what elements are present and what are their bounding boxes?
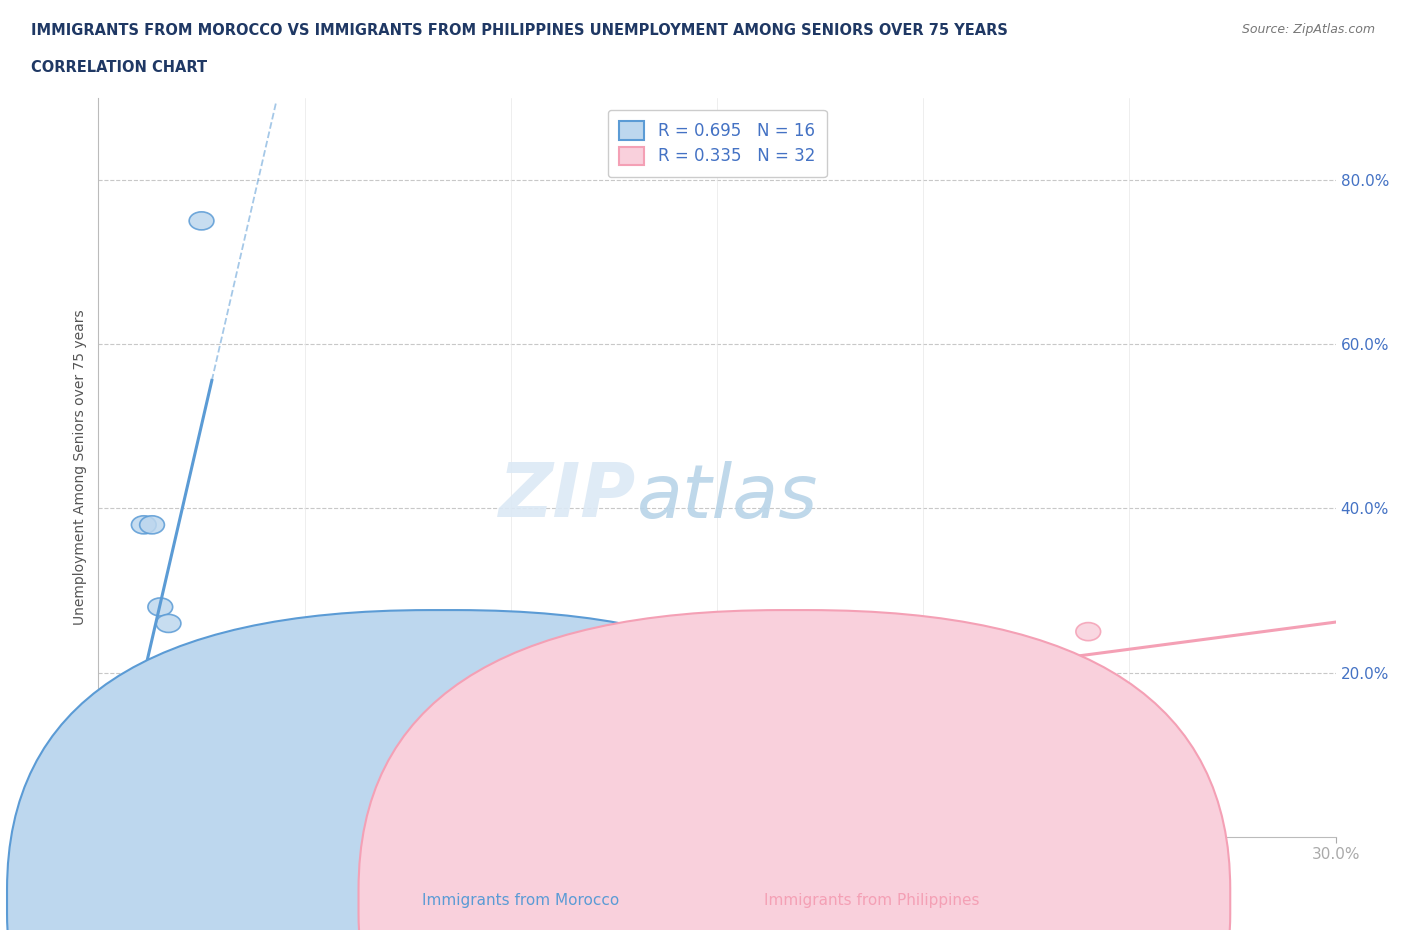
- Ellipse shape: [111, 787, 135, 805]
- Ellipse shape: [120, 795, 143, 813]
- Legend: R = 0.695   N = 16, R = 0.335   N = 32: R = 0.695 N = 16, R = 0.335 N = 32: [607, 110, 827, 177]
- Ellipse shape: [107, 778, 131, 797]
- FancyBboxPatch shape: [7, 610, 879, 930]
- Text: Source: ZipAtlas.com: Source: ZipAtlas.com: [1241, 23, 1375, 36]
- Ellipse shape: [128, 713, 152, 731]
- Ellipse shape: [131, 516, 156, 534]
- Ellipse shape: [139, 516, 165, 534]
- Ellipse shape: [747, 639, 770, 658]
- Ellipse shape: [333, 721, 359, 739]
- Ellipse shape: [169, 770, 193, 789]
- Ellipse shape: [128, 778, 152, 797]
- Ellipse shape: [437, 705, 461, 723]
- Ellipse shape: [90, 795, 115, 813]
- Ellipse shape: [209, 804, 235, 821]
- Ellipse shape: [103, 795, 128, 813]
- Ellipse shape: [231, 795, 254, 813]
- Ellipse shape: [152, 754, 177, 772]
- Ellipse shape: [540, 804, 564, 821]
- Ellipse shape: [623, 697, 647, 714]
- Ellipse shape: [457, 705, 482, 723]
- Ellipse shape: [148, 598, 173, 616]
- Ellipse shape: [107, 787, 131, 805]
- Ellipse shape: [190, 729, 214, 748]
- Ellipse shape: [190, 212, 214, 230]
- Ellipse shape: [124, 754, 148, 772]
- Ellipse shape: [169, 795, 193, 813]
- Ellipse shape: [120, 778, 143, 797]
- Ellipse shape: [952, 647, 977, 665]
- Ellipse shape: [124, 729, 148, 748]
- Ellipse shape: [94, 804, 120, 821]
- Ellipse shape: [354, 721, 378, 739]
- Text: ZIP: ZIP: [499, 460, 637, 534]
- Ellipse shape: [375, 763, 399, 780]
- Ellipse shape: [103, 787, 128, 805]
- Text: CORRELATION CHART: CORRELATION CHART: [31, 60, 207, 75]
- Ellipse shape: [143, 737, 169, 756]
- Ellipse shape: [94, 795, 120, 813]
- Text: IMMIGRANTS FROM MOROCCO VS IMMIGRANTS FROM PHILIPPINES UNEMPLOYMENT AMONG SENIOR: IMMIGRANTS FROM MOROCCO VS IMMIGRANTS FR…: [31, 23, 1008, 38]
- Ellipse shape: [98, 787, 124, 805]
- Ellipse shape: [395, 713, 420, 731]
- Ellipse shape: [160, 787, 186, 805]
- Ellipse shape: [135, 737, 160, 756]
- Ellipse shape: [111, 770, 135, 789]
- Text: Immigrants from Morocco: Immigrants from Morocco: [422, 893, 619, 908]
- Ellipse shape: [252, 754, 276, 772]
- Ellipse shape: [1076, 622, 1101, 641]
- Y-axis label: Unemployment Among Seniors over 75 years: Unemployment Among Seniors over 75 years: [73, 310, 87, 625]
- Ellipse shape: [115, 787, 139, 805]
- Ellipse shape: [870, 770, 894, 789]
- Text: atlas: atlas: [637, 461, 818, 533]
- Ellipse shape: [292, 639, 316, 658]
- Ellipse shape: [115, 795, 139, 813]
- FancyBboxPatch shape: [359, 610, 1230, 930]
- Ellipse shape: [90, 812, 115, 830]
- Ellipse shape: [156, 615, 181, 632]
- Text: Immigrants from Philippines: Immigrants from Philippines: [763, 893, 980, 908]
- Ellipse shape: [98, 770, 124, 789]
